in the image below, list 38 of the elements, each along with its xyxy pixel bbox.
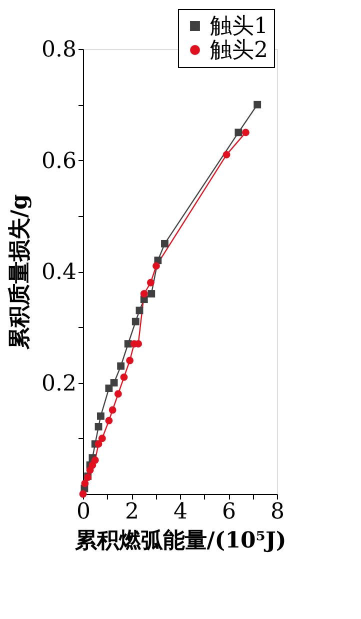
point	[81, 480, 89, 488]
point	[126, 356, 134, 364]
point	[91, 456, 99, 464]
y-tick-label: 0.2	[42, 371, 76, 396]
legend-label: 触头1	[210, 14, 268, 39]
x-tick-label: 8	[270, 500, 284, 524]
point	[222, 150, 230, 158]
point	[161, 240, 168, 248]
point	[98, 434, 106, 442]
point	[96, 412, 104, 420]
point	[234, 128, 242, 136]
point	[254, 100, 262, 108]
point	[148, 290, 156, 298]
point	[117, 362, 125, 370]
point	[114, 390, 122, 398]
y-axis-title: 累积质量损失/g	[6, 194, 33, 351]
point	[110, 379, 118, 386]
x-tick-label: 2	[125, 500, 139, 524]
point	[152, 262, 160, 270]
point	[94, 422, 102, 430]
point	[94, 440, 102, 448]
point	[105, 416, 113, 424]
x-axis-title: 累积燃弧能量/(10⁵J)	[74, 528, 286, 554]
point	[120, 373, 128, 381]
x-tick-label: 6	[222, 500, 236, 524]
point	[242, 128, 250, 136]
y-tick-label: 0.4	[42, 260, 76, 285]
point	[105, 384, 113, 392]
point	[108, 406, 116, 414]
point	[140, 290, 148, 298]
legend-label: 触头2	[210, 38, 268, 63]
y-tick-label: 0.6	[42, 148, 76, 174]
point	[132, 318, 140, 326]
point	[136, 306, 144, 314]
y-tick-label: 0.8	[42, 38, 76, 62]
point	[146, 278, 154, 286]
x-tick-label: 0	[76, 500, 90, 524]
x-tick-label: 4	[174, 500, 188, 524]
